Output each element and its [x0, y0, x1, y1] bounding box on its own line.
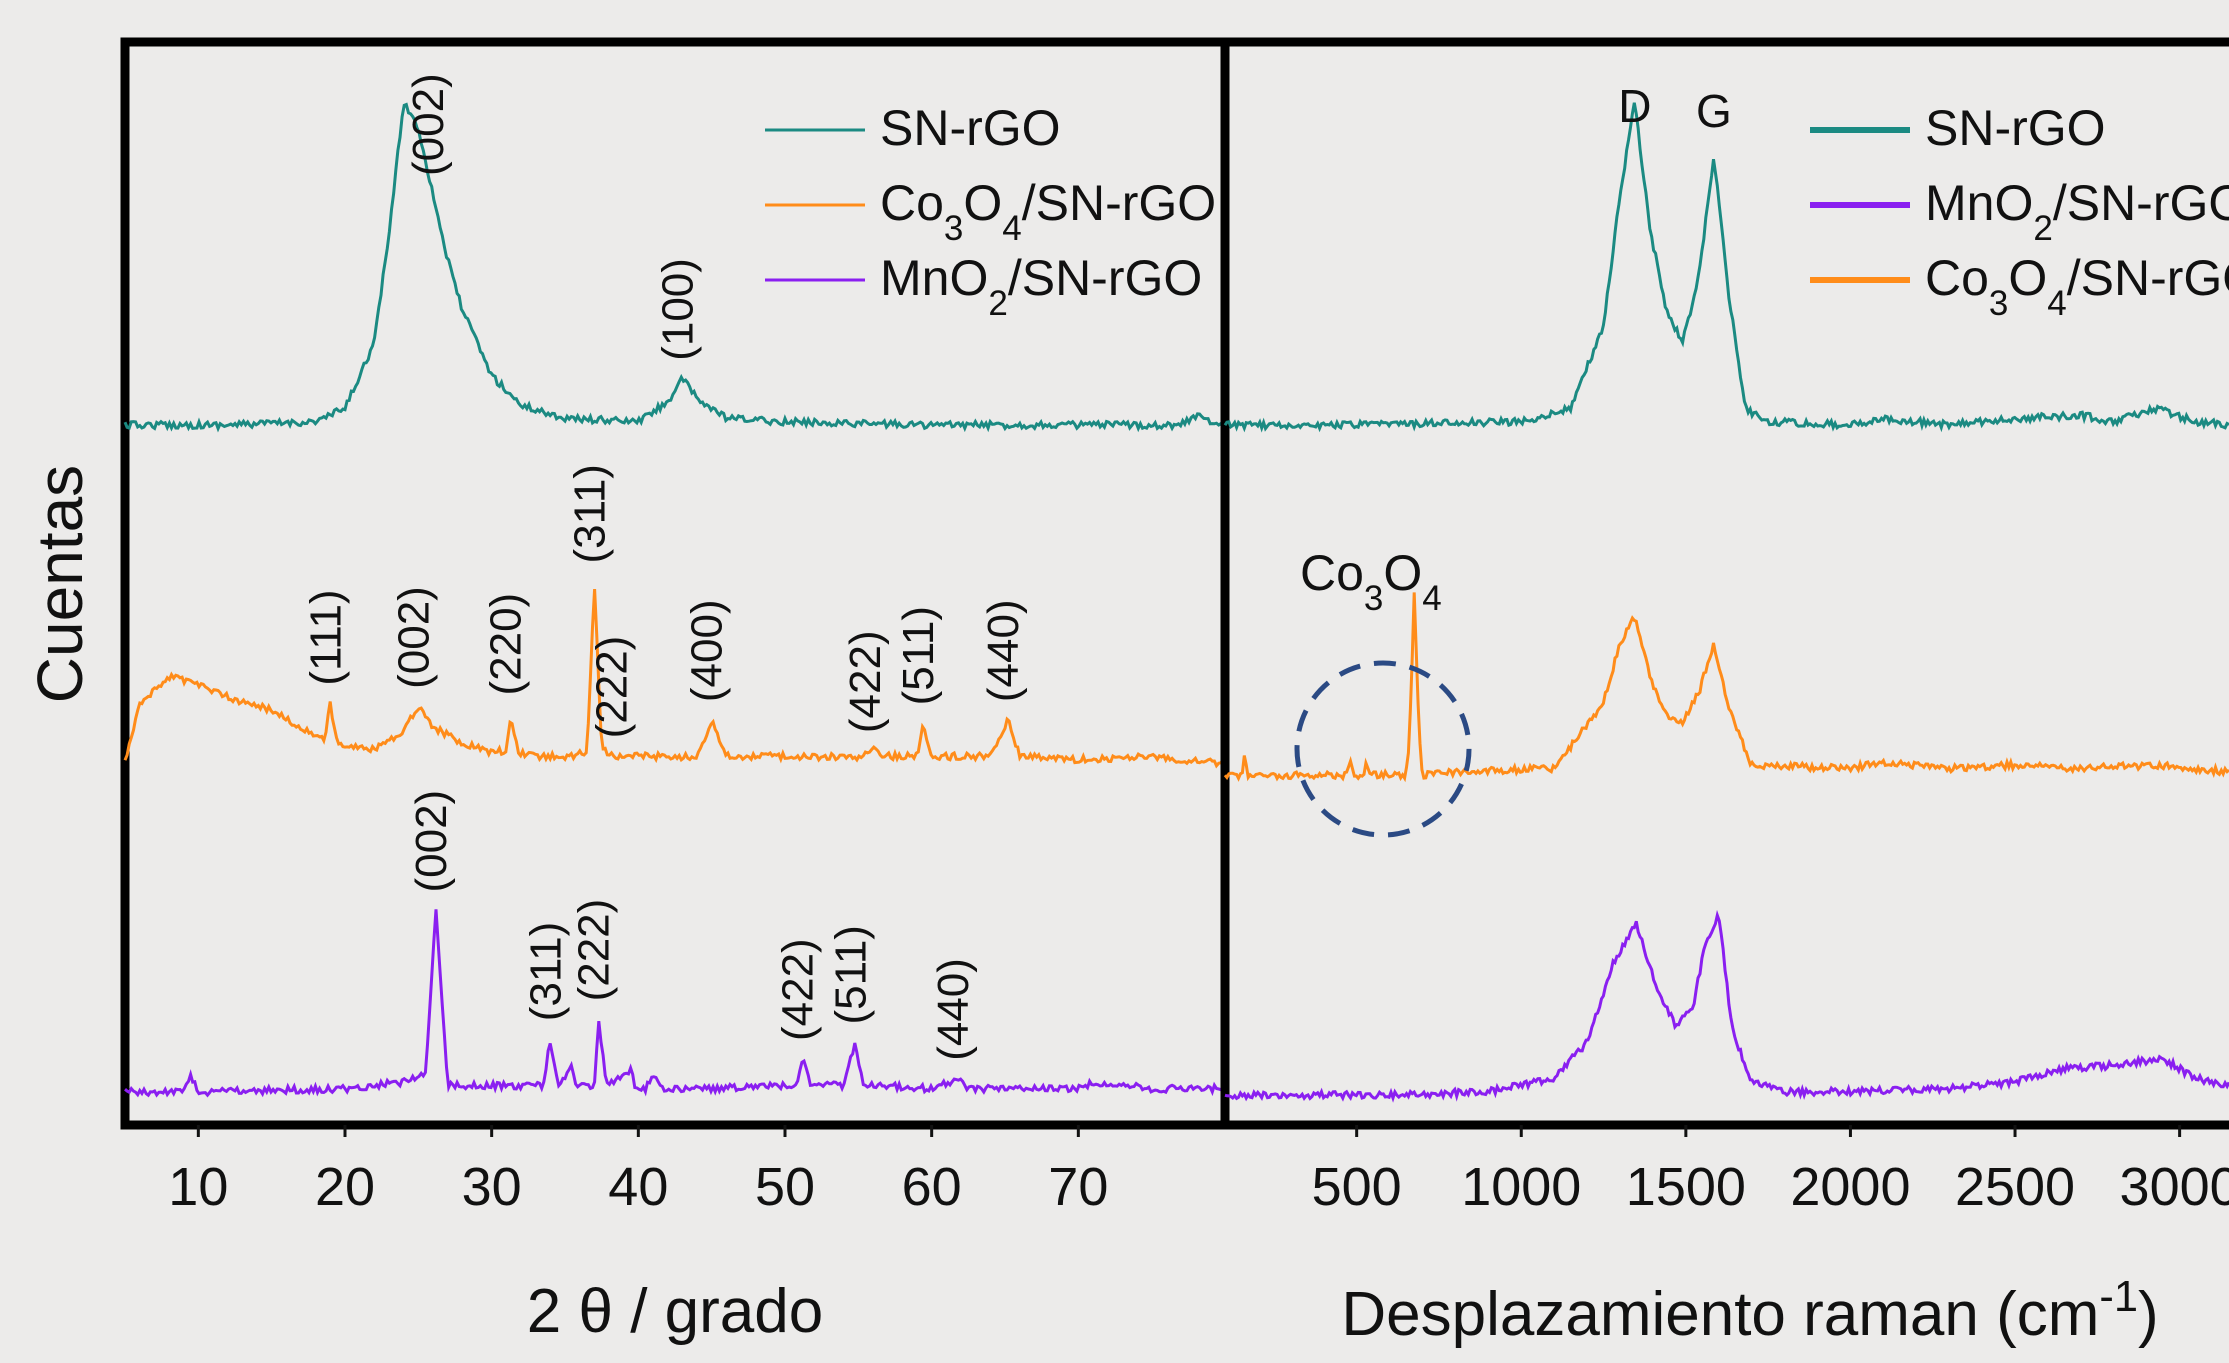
series-line-sn-rgo [1223, 102, 2229, 433]
x-tick-label: 1500 [1626, 1157, 1746, 1217]
x-tick-label: 1000 [1461, 1157, 1581, 1217]
x-tick-label: 10 [168, 1157, 228, 1217]
x-tick-label: 70 [1048, 1157, 1108, 1217]
peak-label: (002) [407, 790, 456, 893]
peak-label: (511) [826, 925, 875, 1024]
co3o4-annotation: Co3O4 [1300, 545, 1442, 618]
band-label-g: G [1696, 85, 1732, 137]
x-tick-label: 30 [462, 1157, 522, 1217]
legend-label: MnO2/SN-rGO [1925, 175, 2229, 248]
peak-label: (422) [774, 938, 823, 1041]
x-tick-label: 3000 [2120, 1157, 2229, 1217]
series-line-sn-rgo [123, 102, 1226, 433]
x-tick-label: 2000 [1790, 1157, 1910, 1217]
x-tick-label: 500 [1312, 1157, 1402, 1217]
peak-label: (311) [521, 922, 570, 1021]
x-tick-label: 50 [755, 1157, 815, 1217]
y-axis-label: Cuentas [24, 465, 96, 703]
legend-label: Co3O4/SN-rGO [1925, 250, 2229, 323]
xrd-chart: (002)(100)(111) (002) (220)(311)(222) (400)… [24, 37, 1230, 1346]
peak-label: (511) [894, 606, 943, 705]
peak-label: (002) [389, 586, 438, 689]
raman-plot-frame [1220, 37, 2229, 1130]
raman-chart: 500 1000 1500 2000 2500 3000 SN-rGO MnO2/SN-rGO… [1220, 37, 2229, 1349]
x-axis-label: Desplazamiento raman (cm-1) [1341, 1273, 2158, 1349]
legend-label: SN-rGO [1925, 100, 2106, 156]
peak-label: (440) [979, 599, 1028, 702]
series-line-co3o4-sn-rgo [123, 589, 1227, 769]
peak-label: (111) [301, 589, 350, 685]
series-line-mno2-sn-rgo [1224, 909, 2229, 1103]
series-line-co3o4-sn-rgo [1223, 592, 2229, 783]
peak-label: (002) [404, 73, 453, 176]
peak-label: (100) [653, 258, 702, 361]
peak-label: (311) [565, 464, 614, 563]
peak-label: (440) [929, 958, 978, 1061]
peak-label: (220) [482, 593, 531, 696]
peak-label: (222) [587, 636, 636, 739]
x-tick-label: 40 [608, 1157, 668, 1217]
x-tick-label: 20 [315, 1157, 375, 1217]
x-tick-label: 60 [902, 1157, 962, 1217]
peak-label: (400) [683, 599, 732, 702]
legend-label: SN-rGO [880, 100, 1061, 156]
peak-label: (222) [570, 899, 619, 1002]
x-axis-label: 2 θ / grado [527, 1277, 823, 1346]
legend-label: MnO2/SN-rGO [880, 250, 1202, 323]
legend-label: Co3O4/SN-rGO [880, 175, 1216, 248]
peak-label: (422) [841, 630, 890, 733]
series-line-mno2-sn-rgo [124, 909, 1227, 1098]
x-tick-label: 2500 [1955, 1157, 2075, 1217]
band-label-d: D [1618, 80, 1651, 132]
co3o4-highlight-circle [1294, 660, 1472, 838]
